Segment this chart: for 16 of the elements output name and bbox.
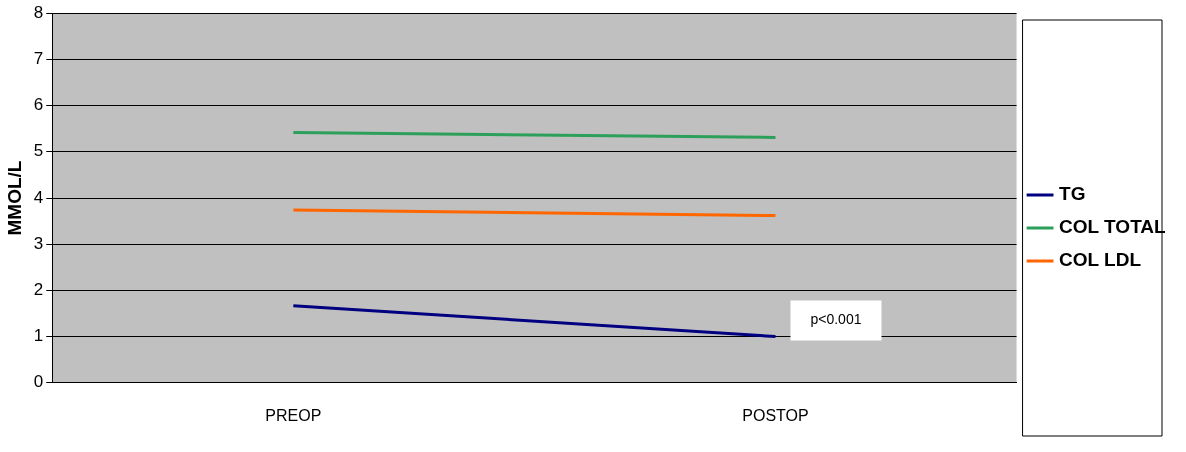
legend-label: COL LDL: [1059, 249, 1142, 271]
y-tick-label: 6: [33, 95, 44, 115]
y-tick-label: 3: [33, 233, 44, 253]
legend-label: COL TOTAL: [1059, 216, 1167, 238]
y-tick-label: 2: [33, 280, 44, 300]
annotation: p<0.001: [810, 311, 862, 328]
y-tick-label: 5: [33, 141, 44, 161]
y-tick-label: 8: [33, 2, 44, 22]
y-tick-label: 7: [33, 49, 44, 69]
y-tick-label: 4: [33, 187, 44, 207]
legend-label: TG: [1059, 183, 1086, 205]
y-axis-title: MMOL/L: [3, 160, 25, 236]
x-tick-label: POSTOP: [742, 406, 809, 424]
y-tick-label: 1: [33, 326, 44, 346]
y-tick-label: 0: [33, 372, 44, 392]
x-tick-label: PREOP: [265, 406, 322, 424]
